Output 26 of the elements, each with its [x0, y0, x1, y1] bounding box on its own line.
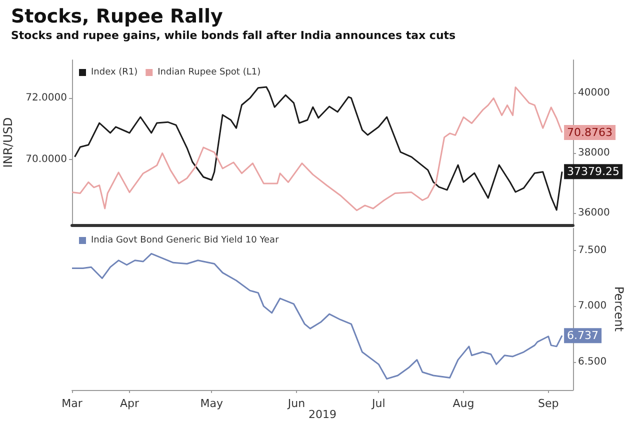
y2-tick-label: 7.500 [578, 244, 607, 256]
x-tick-label: Mar [62, 397, 83, 410]
y2-axis-title: Percent [612, 286, 626, 332]
data-label: 6.737 [567, 329, 599, 342]
y2-tick-label: 36000 [578, 208, 610, 218]
y2-tick-label: 40000 [578, 88, 610, 98]
legend-label: India Govt Bond Generic Bid Yield 10 Year [91, 236, 280, 246]
x-axis-title: 2019 [308, 408, 336, 421]
x-tick-label: Jun [286, 397, 306, 410]
x-tick-label: May [200, 397, 224, 410]
x-tick-label: Apr [120, 397, 140, 410]
y2-tick-label: 38000 [578, 148, 610, 158]
y2-tick-label: 7.000 [578, 300, 607, 312]
data-label: 37379.25 [567, 165, 620, 178]
y-axis-title: INR/USD [1, 117, 15, 168]
x-tick-label: Jul [370, 397, 386, 410]
x-tick-label: Aug [452, 397, 474, 410]
chart-subtitle: Stocks and rupee gains, while bonds fall after India announces tax cuts [11, 29, 456, 42]
chart-title: Stocks, Rupee Rally [11, 6, 224, 28]
x-tick-label: Sep [538, 397, 559, 410]
legend-label: Index (R1) [91, 68, 138, 78]
legend-label: Indian Rupee Spot (L1) [158, 68, 261, 78]
y2-tick-label: 6.500 [578, 356, 607, 368]
y-tick-label: 72.0000 [26, 92, 67, 104]
y-tick-label: 70.0000 [26, 154, 67, 165]
data-label: 70.8763 [567, 126, 613, 140]
